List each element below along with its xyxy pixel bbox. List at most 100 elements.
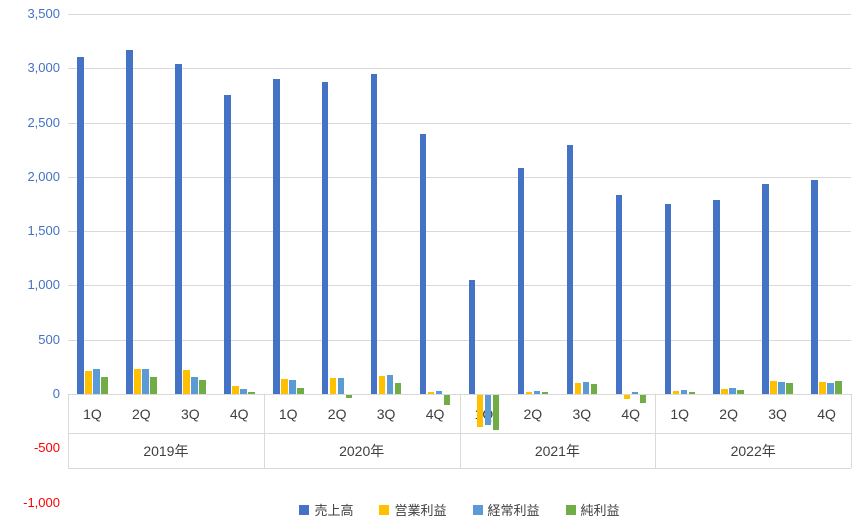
legend-swatch [472, 504, 483, 515]
category-axis-tick [851, 394, 852, 468]
bar-経常利益-13 [680, 389, 687, 394]
quarter-label: 2Q [327, 406, 347, 422]
legend-label: 純利益 [580, 503, 620, 518]
quarter-label: 1Q [83, 406, 102, 422]
quarter-label: 2Q [719, 406, 738, 422]
bar-純利益-1 [101, 376, 108, 394]
gridline [68, 13, 851, 15]
gridline [68, 122, 851, 124]
y-axis-tick-label: -500 [33, 440, 60, 456]
quarter-label: 2Q [131, 406, 151, 422]
bar-売上高-7 [370, 73, 378, 394]
bar-経常利益-1 [93, 369, 100, 394]
legend-label: 営業利益 [394, 503, 447, 518]
bar-経常利益-10 [533, 391, 541, 394]
legend-label: 経常利益 [487, 503, 540, 518]
y-axis-tick-label: 2,500 [27, 114, 60, 130]
legend-item: 経常利益 [472, 500, 540, 519]
gridline [68, 68, 851, 70]
bar-売上高-10 [517, 168, 525, 394]
quarter-label: 4Q [229, 406, 249, 422]
y-axis-tick-label: 1,000 [27, 277, 60, 293]
bar-経常利益-6 [337, 377, 345, 394]
bar-経常利益-14 [729, 387, 736, 394]
bar-売上高-12 [615, 195, 622, 394]
year-label: 2020年 [339, 443, 385, 459]
quarter-label: 4Q [621, 406, 641, 422]
bar-純利益-4 [248, 391, 255, 394]
bar-売上高-11 [566, 145, 574, 394]
bar-営業利益-1 [85, 371, 92, 394]
bar-純利益-10 [541, 392, 549, 394]
y-axis-tick-label: 3,500 [27, 5, 60, 21]
bar-営業利益-8 [427, 392, 435, 394]
bar-営業利益-13 [672, 390, 679, 394]
bar-経常利益-4 [240, 388, 247, 394]
bar-営業利益-6 [329, 377, 337, 394]
bar-営業利益-9 [476, 395, 484, 427]
bar-営業利益-12 [623, 395, 630, 400]
bar-売上高-9 [468, 280, 476, 394]
bar-売上高-16 [811, 180, 818, 394]
quarter-label: 1Q [670, 406, 690, 422]
bar-純利益-8 [443, 395, 451, 405]
bar-純利益-16 [835, 381, 842, 394]
bar-経常利益-11 [582, 382, 590, 394]
bar-経常利益-9 [484, 395, 492, 426]
bar-純利益-9 [492, 395, 500, 430]
legend-swatch [299, 504, 310, 515]
bar-売上高-1 [77, 57, 84, 394]
bar-営業利益-15 [770, 381, 777, 394]
chart-legend: 売上高 営業利益 経常利益 純利益 [68, 500, 851, 519]
legend-item: 営業利益 [379, 500, 447, 519]
gridline [68, 231, 851, 233]
bar-経常利益-3 [191, 376, 198, 394]
bar-純利益-3 [199, 379, 206, 394]
year-label: 2019年 [143, 443, 189, 459]
bar-純利益-13 [688, 392, 695, 394]
bar-経常利益-15 [778, 382, 785, 394]
quarter-label: 4Q [425, 406, 445, 422]
quarter-label: 3Q [180, 406, 200, 422]
y-axis-tick-label: 500 [38, 331, 60, 347]
category-axis-tick [459, 394, 461, 468]
bar-純利益-6 [345, 395, 353, 399]
bar-売上高-4 [224, 95, 231, 394]
category-axis-line [68, 468, 851, 469]
quarter-label: 3Q [572, 406, 592, 422]
bar-営業利益-11 [574, 383, 582, 394]
bar-経常利益-7 [386, 374, 394, 394]
category-axis-tick [68, 394, 69, 468]
bar-営業利益-3 [183, 370, 190, 394]
bar-売上高-13 [664, 204, 671, 394]
bar-純利益-12 [639, 395, 646, 403]
bar-経常利益-2 [142, 369, 149, 394]
bar-純利益-15 [786, 383, 793, 394]
bar-売上高-3 [175, 63, 182, 394]
bar-純利益-11 [590, 383, 598, 394]
bar-純利益-5 [297, 387, 304, 394]
y-axis-tick-label: 3,000 [27, 60, 60, 76]
bar-営業利益-7 [378, 375, 386, 394]
bar-営業利益-4 [232, 386, 239, 394]
bar-純利益-14 [737, 390, 744, 394]
gridline [68, 339, 851, 341]
bar-営業利益-14 [721, 388, 728, 394]
quarter-label: 2Q [523, 406, 543, 422]
bar-経常利益-16 [827, 383, 834, 394]
legend-swatch [565, 504, 576, 515]
y-axis-tick-label: -1,000 [23, 494, 60, 510]
bar-売上高-15 [762, 184, 769, 394]
gridline [68, 176, 851, 178]
legend-swatch [379, 504, 390, 515]
y-axis-tick-label: 2,000 [27, 168, 60, 184]
quarter-label: 4Q [817, 406, 836, 422]
bar-売上高-2 [126, 49, 133, 394]
quarter-label: 3Q [768, 406, 787, 422]
bar-純利益-7 [394, 383, 402, 394]
category-axis-tick [263, 394, 265, 468]
bar-純利益-2 [150, 376, 157, 394]
bar-経常利益-5 [289, 379, 296, 394]
quarter-label: 1Q [278, 406, 298, 422]
